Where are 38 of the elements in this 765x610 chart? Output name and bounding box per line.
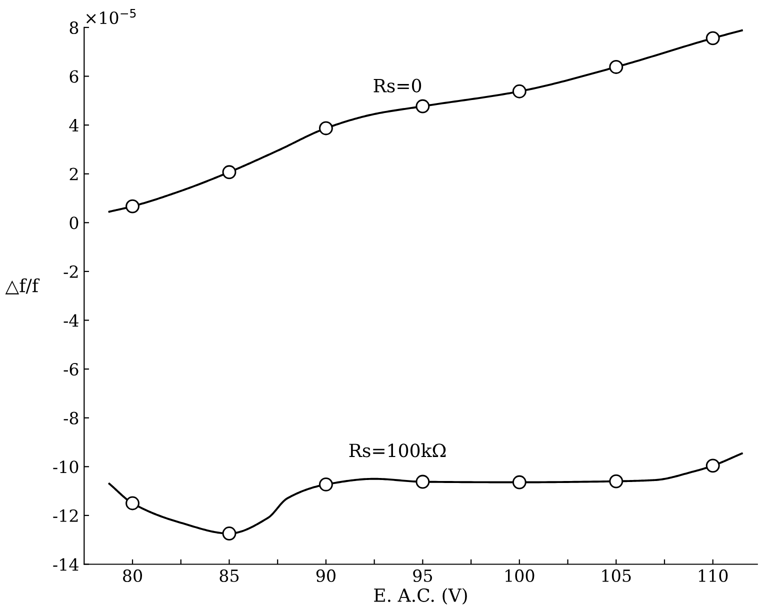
y-tick-label: -2 bbox=[64, 265, 78, 278]
series-label: Rs=0 bbox=[374, 78, 422, 92]
point bbox=[609, 474, 624, 488]
x-tick-label: 110 bbox=[698, 569, 728, 582]
x-tick-label: 85 bbox=[220, 569, 239, 582]
point bbox=[609, 60, 624, 74]
y-tick-label: -4 bbox=[64, 314, 78, 327]
point bbox=[416, 99, 430, 114]
point bbox=[512, 84, 526, 98]
x-axis-title: E. A.C. (V) bbox=[374, 588, 467, 605]
point bbox=[126, 199, 140, 214]
x-tick-label: 90 bbox=[316, 569, 336, 582]
point bbox=[416, 474, 430, 489]
x-tick-label: 80 bbox=[123, 569, 142, 582]
y-tick-label: 8 bbox=[70, 21, 78, 34]
x-tick-label: 100 bbox=[506, 569, 534, 582]
y-tick-label: -10 bbox=[53, 460, 78, 474]
point bbox=[222, 165, 236, 180]
point bbox=[318, 121, 333, 136]
y-tick-label: 2 bbox=[70, 168, 78, 180]
series-label: Rs=100kΩ bbox=[349, 443, 446, 458]
y-axis-title: △f/f bbox=[5, 278, 40, 294]
x-tick-label: 95 bbox=[413, 569, 432, 582]
point bbox=[126, 496, 140, 510]
y-tick-label: 0 bbox=[70, 216, 78, 230]
y-tick-label: -8 bbox=[64, 412, 78, 424]
chart-subtitle: ×10$^{−5}$ bbox=[86, 8, 136, 24]
point bbox=[706, 458, 720, 473]
point bbox=[706, 31, 720, 46]
point bbox=[512, 475, 526, 490]
point bbox=[222, 526, 236, 540]
y-tick-label: -14 bbox=[53, 558, 78, 571]
point bbox=[318, 477, 333, 492]
y-tick-label: 4 bbox=[69, 119, 78, 132]
y-tick-label: -6 bbox=[64, 363, 78, 376]
y-tick-label: -12 bbox=[53, 509, 78, 522]
x-tick-label: 105 bbox=[602, 569, 631, 582]
y-tick-label: 6 bbox=[70, 70, 78, 83]
